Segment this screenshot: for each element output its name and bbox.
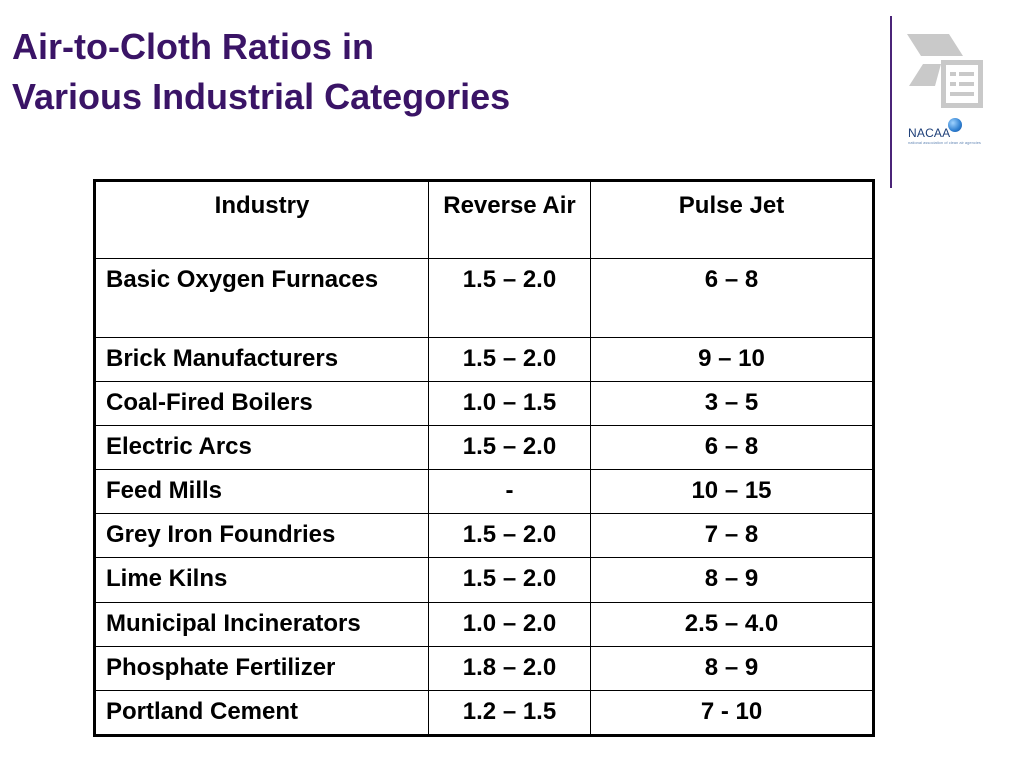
- header-pulse-jet: Pulse Jet: [590, 180, 874, 259]
- cell-industry: Coal-Fired Boilers: [94, 381, 429, 427]
- globe-icon: [948, 118, 962, 132]
- header-reverse-air: Reverse Air: [428, 180, 591, 259]
- air-to-cloth-table: Industry Reverse Air Pulse Jet Basic Oxy…: [93, 179, 875, 737]
- header-divider: [890, 16, 892, 188]
- cell-pulse-jet: 7 – 8: [590, 513, 874, 559]
- cell-reverse-air: 1.0 – 1.5: [428, 381, 591, 427]
- cell-pulse-jet: 8 – 9: [590, 645, 874, 691]
- slide-title-line-1: Air-to-Cloth Ratios in: [12, 26, 374, 67]
- cell-reverse-air: 1.5 – 2.0: [428, 336, 591, 383]
- table-header-row: Industry Reverse Air Pulse Jet: [94, 180, 874, 259]
- cell-industry: Grey Iron Foundries: [94, 513, 429, 559]
- table-row: Portland Cement 1.2 – 1.5 7 - 10: [94, 689, 874, 737]
- header-industry: Industry: [94, 180, 429, 259]
- cell-industry: Electric Arcs: [94, 425, 429, 471]
- table-row: Grey Iron Foundries 1.5 – 2.0 7 – 8: [94, 513, 874, 559]
- cell-pulse-jet: 8 – 9: [590, 557, 874, 603]
- cell-pulse-jet: 2.5 – 4.0: [590, 601, 874, 647]
- table-row: Basic Oxygen Furnaces 1.5 – 2.0 6 – 8: [94, 258, 874, 338]
- nacaa-logo: [905, 32, 991, 112]
- cell-reverse-air: 1.0 – 2.0: [428, 601, 591, 647]
- table-row: Municipal Incinerators 1.0 – 2.0 2.5 – 4…: [94, 601, 874, 647]
- cell-reverse-air: 1.5 – 2.0: [428, 557, 591, 603]
- cell-reverse-air: 1.5 – 2.0: [428, 258, 591, 338]
- cell-reverse-air: 1.2 – 1.5: [428, 689, 591, 737]
- table-row: Feed Mills - 10 – 15: [94, 469, 874, 515]
- cell-industry: Portland Cement: [94, 689, 429, 737]
- document-icon: [907, 34, 983, 108]
- cell-industry: Lime Kilns: [94, 557, 429, 603]
- cell-reverse-air: 1.8 – 2.0: [428, 645, 591, 691]
- slide-title-line-2: Various Industrial Categories: [12, 76, 511, 117]
- cell-industry: Brick Manufacturers: [94, 336, 429, 383]
- table-row: Lime Kilns 1.5 – 2.0 8 – 9: [94, 557, 874, 603]
- cell-pulse-jet: 7 - 10: [590, 689, 874, 737]
- table-row: Coal-Fired Boilers 1.0 – 1.5 3 – 5: [94, 381, 874, 427]
- table-row: Phosphate Fertilizer 1.8 – 2.0 8 – 9: [94, 645, 874, 691]
- nacaa-tagline: national association of clean air agenci…: [908, 140, 981, 145]
- cell-pulse-jet: 6 – 8: [590, 258, 874, 338]
- cell-reverse-air: 1.5 – 2.0: [428, 513, 591, 559]
- table-row: Electric Arcs 1.5 – 2.0 6 – 8: [94, 425, 874, 471]
- table-row: Brick Manufacturers 1.5 – 2.0 9 – 10: [94, 336, 874, 383]
- cell-industry: Phosphate Fertilizer: [94, 645, 429, 691]
- cell-industry: Municipal Incinerators: [94, 601, 429, 647]
- cell-pulse-jet: 9 – 10: [590, 336, 874, 383]
- cell-pulse-jet: 6 – 8: [590, 425, 874, 471]
- cell-industry: Basic Oxygen Furnaces: [94, 258, 429, 338]
- nacaa-wordmark: NACAA: [908, 126, 951, 140]
- cell-pulse-jet: 3 – 5: [590, 381, 874, 427]
- cell-industry: Feed Mills: [94, 469, 429, 515]
- cell-reverse-air: 1.5 – 2.0: [428, 425, 591, 471]
- slide-title: Air-to-Cloth Ratios in Various Industria…: [12, 22, 510, 122]
- cell-reverse-air: -: [428, 469, 591, 515]
- cell-pulse-jet: 10 – 15: [590, 469, 874, 515]
